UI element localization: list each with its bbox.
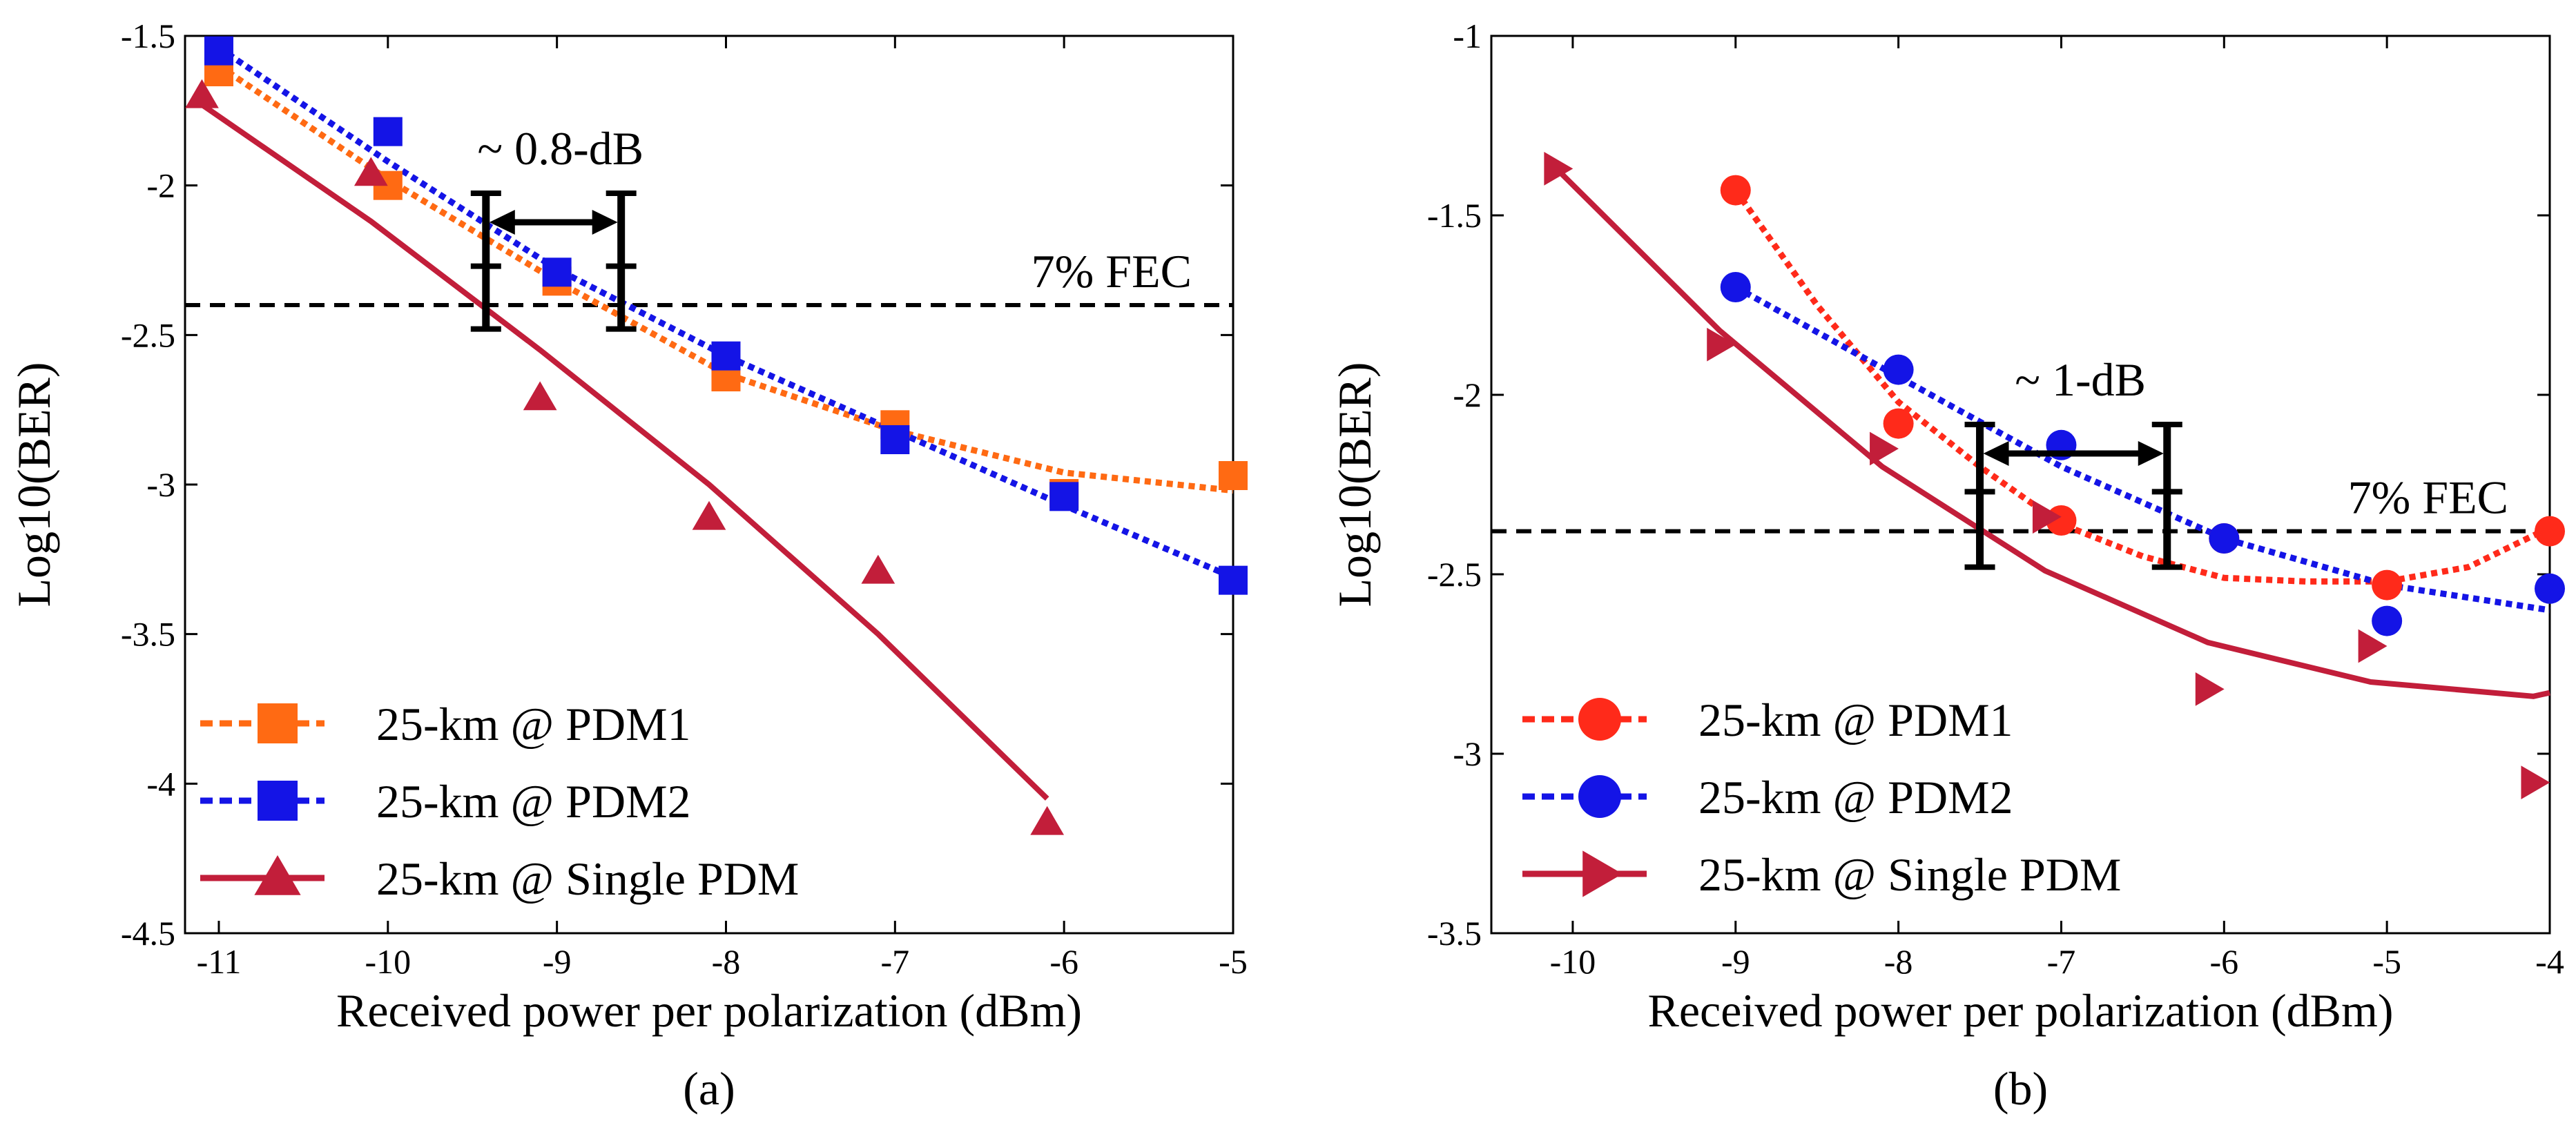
data-point-0 <box>1883 408 1914 439</box>
legend-entry-0: 25-km @ PDM1 <box>1698 694 2013 746</box>
y-tick-label: -1.5 <box>121 17 175 55</box>
legend-marker-2 <box>254 855 301 895</box>
series-line-1 <box>1734 284 2550 614</box>
panel-b: -10 -9 -8 -7 -6 -5 -4 -1 -1.5 -2 -2.5 -3 -3.5 Receive… <box>1328 17 2565 1115</box>
data-point-1 <box>880 425 910 454</box>
panel-a: -11 -10 -9 -8 -7 -6 -5 -1.5 -2 -2.5 -3 -3.5 -4 -4.5 Re… <box>8 17 1248 1115</box>
y-tick-label: -3.5 <box>121 615 175 654</box>
x-tick-label: -11 <box>197 942 242 981</box>
data-point-0 <box>1720 175 1751 206</box>
data-point-2 <box>1544 152 1573 186</box>
x-tick-label: -8 <box>712 942 741 981</box>
data-point-1 <box>204 36 233 66</box>
x-tick-label: -9 <box>1721 942 1750 981</box>
y-tick-label: -3.5 <box>1427 914 1482 953</box>
y-tick-label: -3 <box>146 465 175 504</box>
legend-entry-2: 25-km @ Single PDM <box>376 852 799 905</box>
x-tick-label: -7 <box>2047 942 2076 981</box>
panel-caption: (b) <box>1993 1062 2048 1115</box>
data-point-2 <box>692 500 726 530</box>
data-point-2 <box>1707 327 1736 362</box>
data-point-0 <box>2372 569 2403 601</box>
arrowhead-left <box>489 210 515 235</box>
y-tick-label: -2.5 <box>1427 555 1482 594</box>
x-tick-label: -7 <box>880 942 909 981</box>
axes-frame <box>1490 35 2551 935</box>
legend-marker-0 <box>258 703 298 743</box>
y-tick-label: -4.5 <box>121 914 175 953</box>
data-point-2 <box>2358 629 2388 663</box>
data-point-2 <box>2032 500 2062 534</box>
data-point-1 <box>1049 482 1079 511</box>
data-point-1 <box>711 341 741 371</box>
data-point-1 <box>1720 272 1751 302</box>
series-line-2 <box>200 102 1049 801</box>
y-tick-label: -1 <box>1453 17 1482 55</box>
data-point-2 <box>2521 765 2550 799</box>
y-axis-label: Log10(BER) <box>1328 362 1381 607</box>
legend-entry-1: 25-km @ PDM2 <box>1698 771 2013 823</box>
data-point-2 <box>1870 431 1899 466</box>
data-point-0 <box>1219 461 1248 490</box>
data-point-1 <box>1219 565 1248 595</box>
x-tick-label: -9 <box>543 942 572 981</box>
y-tick-label: -4 <box>146 764 175 803</box>
data-point-1 <box>2209 523 2240 554</box>
data-point-2 <box>1030 806 1065 835</box>
y-axis-label: Log10(BER) <box>8 362 60 607</box>
legend-marker-0 <box>1578 698 1621 741</box>
y-tick-label: -1.5 <box>1427 196 1482 235</box>
arrowhead-right <box>592 210 618 235</box>
data-point-2 <box>2195 672 2225 706</box>
series-line-0 <box>1733 188 2551 585</box>
x-tick-label: -10 <box>365 942 411 981</box>
y-tick-label: -2.5 <box>121 315 175 354</box>
data-point-2 <box>185 79 219 108</box>
data-point-1 <box>1883 354 1914 385</box>
arrowhead-right <box>2138 441 2164 466</box>
x-tick-label: -10 <box>1550 942 1596 981</box>
data-point-1 <box>542 257 572 287</box>
legend-marker-1 <box>1578 775 1621 818</box>
legend-entry-2: 25-km @ Single PDM <box>1698 848 2121 901</box>
y-tick-label: -3 <box>1453 734 1482 773</box>
x-axis-label: Received power per polarization (dBm) <box>1647 984 2393 1037</box>
data-point-1 <box>2372 605 2403 636</box>
x-tick-label: -5 <box>2372 942 2401 981</box>
data-point-0 <box>2535 516 2565 547</box>
data-point-1 <box>2535 573 2565 604</box>
panel-caption: (a) <box>683 1062 735 1115</box>
annotation-label: ~ 1-dB <box>2015 353 2146 406</box>
x-axis-label: Received power per polarization (dBm) <box>336 984 1082 1037</box>
data-point-2 <box>354 157 388 186</box>
legend-marker-2 <box>1582 850 1623 897</box>
x-tick-label: -6 <box>2209 942 2238 981</box>
x-tick-label: -6 <box>1049 942 1078 981</box>
y-tick-label: -2 <box>146 166 175 205</box>
data-point-2 <box>861 554 895 584</box>
legend-entry-1: 25-km @ PDM2 <box>376 775 691 828</box>
legend-entry-0: 25-km @ PDM1 <box>376 698 691 750</box>
x-tick-label: -4 <box>2535 942 2564 981</box>
arrowhead-left <box>1983 441 2009 466</box>
fec-label: 7% FEC <box>1032 245 1192 297</box>
data-point-1 <box>373 117 403 146</box>
x-tick-label: -5 <box>1219 942 1248 981</box>
series-line-2 <box>1554 166 2550 699</box>
x-tick-label: -8 <box>1884 942 1913 981</box>
data-point-2 <box>523 381 557 411</box>
legend-marker-1 <box>258 781 298 821</box>
fec-label: 7% FEC <box>2348 471 2508 524</box>
y-tick-label: -2 <box>1453 375 1482 414</box>
annotation-label: ~ 0.8-dB <box>477 122 643 175</box>
